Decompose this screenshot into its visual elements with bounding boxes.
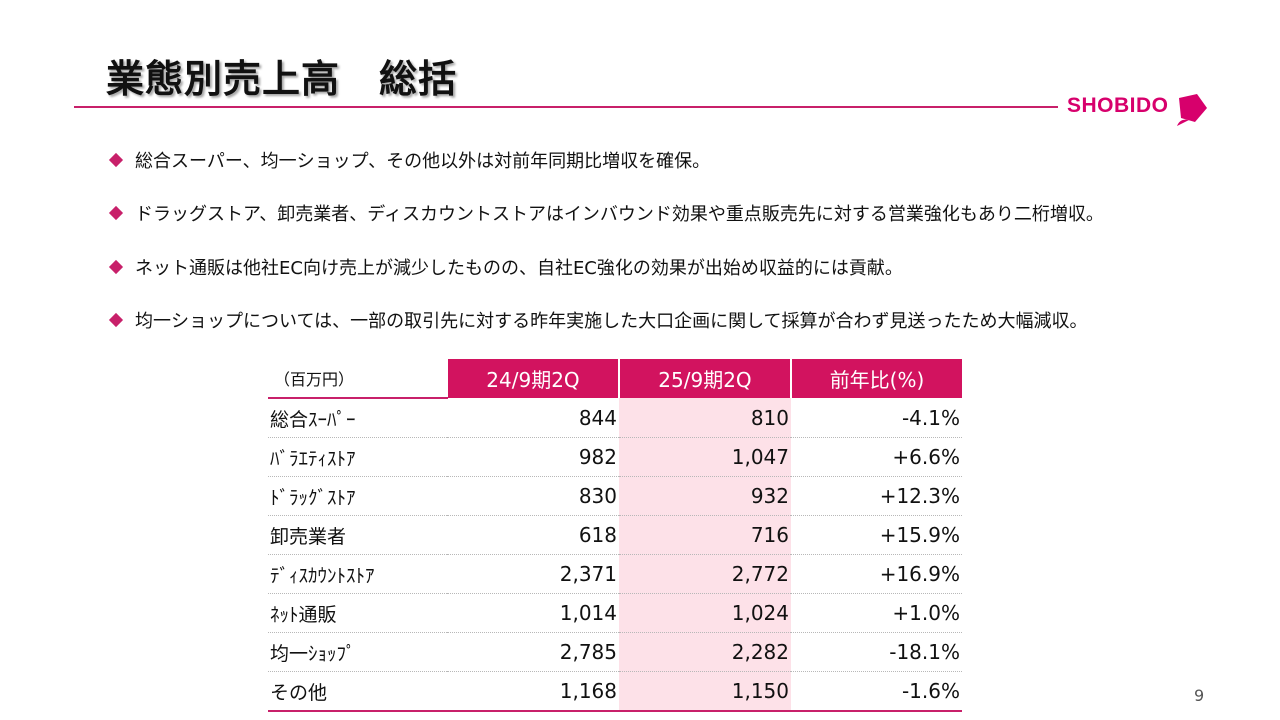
logo-mark-icon <box>1177 94 1207 126</box>
bullet-item: 総合スーパー、均一ショップ、その他以外は対前年同期比増収を確保。 <box>108 146 1104 173</box>
header-curr-period: 25/9期2Q <box>618 359 791 398</box>
yoy-value: +1.0% <box>791 593 962 633</box>
table-row: ﾃﾞｨｽｶｳﾝﾄｽﾄｱ 2,371 2,772 +16.9% <box>268 554 962 594</box>
prev-value: 2,785 <box>447 632 619 672</box>
curr-value: 1,024 <box>619 593 791 633</box>
prev-value: 982 <box>447 437 619 477</box>
row-label: 均一ｼｮｯﾌﾟ <box>268 632 447 672</box>
bullet-text: 均一ショップについては、一部の取引先に対する昨年実施した大口企画に関して採算が合… <box>135 311 1088 332</box>
table-row: 総合ｽｰﾊﾟｰ 844 810 -4.1% <box>268 398 962 438</box>
row-label: ﾃﾞｨｽｶｳﾝﾄｽﾄｱ <box>268 554 447 594</box>
diamond-bullet-icon <box>108 205 124 221</box>
prev-value: 844 <box>447 398 619 438</box>
logo-text: SHOBIDO <box>1067 94 1169 117</box>
diamond-bullet-icon <box>108 259 124 274</box>
row-label: 総合ｽｰﾊﾟｰ <box>268 398 447 438</box>
summary-bullets: 総合スーパー、均一ショップ、その他以外は対前年同期比増収を確保。 ドラッグストア… <box>108 146 1104 360</box>
sales-by-channel-table: （百万円） 24/9期2Q 25/9期2Q 前年比(%) 総合ｽｰﾊﾟｰ 844… <box>268 359 962 712</box>
header-yoy: 前年比(%) <box>790 359 962 398</box>
curr-value: 2,282 <box>619 632 791 672</box>
row-label: ﾈｯﾄ通販 <box>268 593 447 633</box>
row-label: ﾊﾞﾗｴﾃｨｽﾄｱ <box>268 437 447 477</box>
table-row: ﾈｯﾄ通販 1,014 1,024 +1.0% <box>268 593 962 633</box>
yoy-value: +12.3% <box>791 476 962 516</box>
shobido-logo: SHOBIDO <box>1067 90 1217 130</box>
bullet-text: ドラッグストア、卸売業者、ディスカウントストアはインバウンド効果や重点販売先に対… <box>135 204 1104 225</box>
prev-value: 830 <box>447 476 619 516</box>
bullet-text: ネット通販は他社EC向け売上が減少したものの、自社EC強化の効果が出始め収益的に… <box>135 257 903 279</box>
table-row: ﾄﾞﾗｯｸﾞｽﾄｱ 830 932 +12.3% <box>268 476 962 516</box>
prev-value: 618 <box>447 515 619 555</box>
row-label: ﾄﾞﾗｯｸﾞｽﾄｱ <box>268 476 447 516</box>
curr-value: 2,772 <box>619 554 791 594</box>
title-underline <box>74 106 1058 108</box>
curr-value: 1,047 <box>619 437 791 477</box>
diamond-bullet-icon <box>108 312 124 328</box>
row-label: 卸売業者 <box>268 515 447 555</box>
yoy-value: +15.9% <box>791 515 962 555</box>
unit-label: （百万円） <box>268 359 447 399</box>
curr-value: 1,150 <box>619 671 791 712</box>
curr-value: 810 <box>619 398 791 438</box>
bullet-text: 総合スーパー、均一ショップ、その他以外は対前年同期比増収を確保。 <box>135 150 711 172</box>
table-row: 卸売業者 618 716 +15.9% <box>268 515 962 555</box>
header-prev-period: 24/9期2Q <box>446 359 619 398</box>
yoy-value: -4.1% <box>791 398 962 438</box>
table-row: ﾊﾞﾗｴﾃｨｽﾄｱ 982 1,047 +6.6% <box>268 437 962 477</box>
table-header-row: （百万円） 24/9期2Q 25/9期2Q 前年比(%) <box>268 359 962 399</box>
diamond-bullet-icon <box>108 152 124 167</box>
table-row: その他 1,168 1,150 -1.6% <box>268 671 962 712</box>
prev-value: 1,014 <box>447 593 619 633</box>
row-label: その他 <box>268 671 447 712</box>
page-title: 業態別売上高 総括 <box>106 57 458 101</box>
yoy-value: +6.6% <box>791 437 962 477</box>
curr-value: 932 <box>619 476 791 516</box>
table-row: 均一ｼｮｯﾌﾟ 2,785 2,282 -18.1% <box>268 632 962 672</box>
yoy-value: -1.6% <box>791 671 962 712</box>
bullet-item: ネット通販は他社EC向け売上が減少したものの、自社EC強化の効果が出始め収益的に… <box>108 253 1104 280</box>
bullet-item: ドラッグストア、卸売業者、ディスカウントストアはインバウンド効果や重点販売先に対… <box>108 200 1104 227</box>
yoy-value: -18.1% <box>791 632 962 672</box>
bullet-item: 均一ショップについては、一部の取引先に対する昨年実施した大口企画に関して採算が合… <box>108 307 1104 334</box>
prev-value: 1,168 <box>447 671 619 712</box>
prev-value: 2,371 <box>447 554 619 594</box>
curr-value: 716 <box>619 515 791 555</box>
yoy-value: +16.9% <box>791 554 962 594</box>
page-number: 9 <box>1194 686 1205 705</box>
